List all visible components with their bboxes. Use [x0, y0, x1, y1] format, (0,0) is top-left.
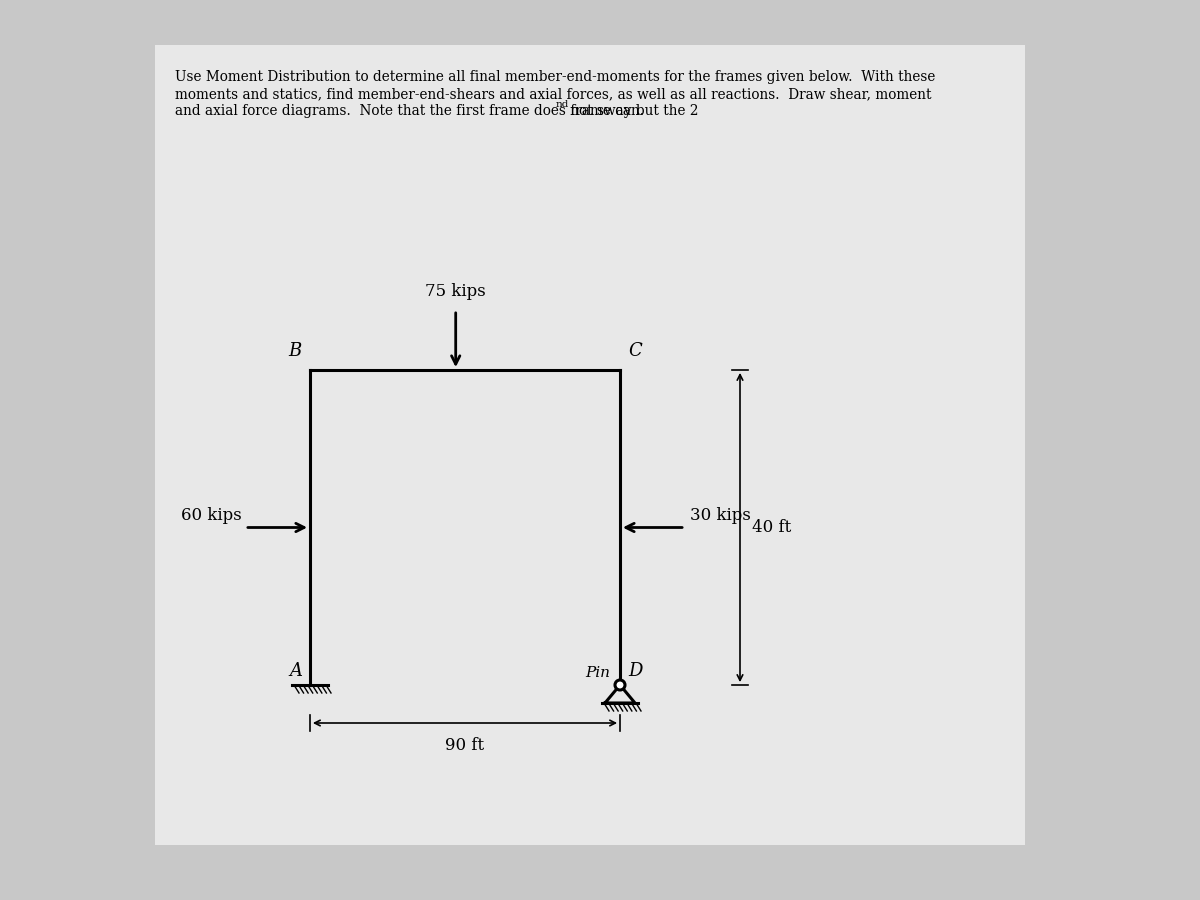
Text: 75 kips: 75 kips	[425, 283, 486, 300]
Text: and axial force diagrams.  Note that the first frame does not sway but the 2: and axial force diagrams. Note that the …	[175, 104, 698, 118]
Text: 90 ft: 90 ft	[445, 737, 485, 754]
Text: 30 kips: 30 kips	[690, 507, 751, 524]
Text: Pin: Pin	[586, 666, 610, 680]
Text: B: B	[289, 342, 302, 360]
Text: A: A	[289, 662, 302, 680]
FancyBboxPatch shape	[155, 45, 1025, 845]
Text: moments and statics, find member-end-shears and axial forces, as well as all rea: moments and statics, find member-end-she…	[175, 87, 931, 101]
Circle shape	[616, 680, 625, 690]
Text: 60 kips: 60 kips	[181, 507, 242, 524]
Text: D: D	[628, 662, 642, 680]
Text: nd: nd	[556, 100, 569, 109]
Text: 40 ft: 40 ft	[752, 519, 791, 536]
Text: frame can.: frame can.	[566, 104, 644, 118]
Text: C: C	[628, 342, 642, 360]
Text: Use Moment Distribution to determine all final member-end-moments for the frames: Use Moment Distribution to determine all…	[175, 70, 935, 84]
